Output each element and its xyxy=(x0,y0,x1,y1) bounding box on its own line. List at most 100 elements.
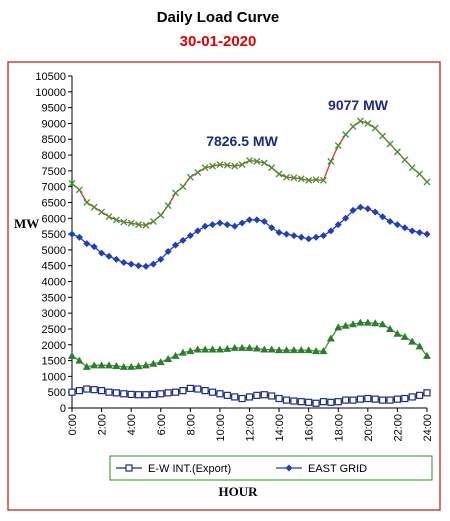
data-point xyxy=(105,213,113,221)
data-point xyxy=(356,395,365,403)
data-point xyxy=(127,219,135,227)
data-point xyxy=(186,173,194,181)
y-tick-label: 3000 xyxy=(42,308,66,320)
data-point xyxy=(98,208,106,216)
data-point xyxy=(179,236,187,244)
x-tick-label: 2:00 xyxy=(97,414,109,435)
data-point xyxy=(268,164,276,172)
data-point xyxy=(364,119,372,127)
data-point xyxy=(319,347,328,355)
data-point xyxy=(379,213,387,221)
data-point xyxy=(231,393,239,401)
data-point xyxy=(334,221,342,229)
data-point xyxy=(371,395,379,403)
y-axis-label: MW xyxy=(14,216,39,231)
chart-title: Daily Load Curve xyxy=(157,9,280,26)
x-tick-label: 6:00 xyxy=(156,414,168,435)
data-point xyxy=(68,180,76,187)
y-tick-label: 10500 xyxy=(35,71,66,83)
data-point xyxy=(157,390,165,398)
data-point xyxy=(246,157,253,164)
data-point xyxy=(349,320,358,328)
data-point xyxy=(290,232,298,240)
data-point xyxy=(386,217,394,225)
data-point xyxy=(238,161,246,168)
y-tick-label: 5500 xyxy=(42,229,66,241)
data-point xyxy=(275,229,283,237)
y-tick-label: 9000 xyxy=(42,118,66,130)
y-tick-label: 10000 xyxy=(35,87,66,99)
data-point xyxy=(157,255,165,263)
data-point xyxy=(201,222,209,230)
data-point xyxy=(378,320,387,328)
data-point xyxy=(83,385,91,393)
data-point xyxy=(319,232,327,240)
y-tick-label: 0 xyxy=(60,403,66,415)
y-tick-label: 500 xyxy=(48,387,66,399)
data-point xyxy=(135,262,143,270)
y-tick-label: 4500 xyxy=(42,261,66,273)
annotation: 9077 MW xyxy=(328,97,389,113)
x-tick-label: 8:00 xyxy=(185,414,197,435)
data-point xyxy=(282,230,290,238)
legend-label: EAST GRID xyxy=(308,463,367,475)
data-point xyxy=(342,214,350,222)
x-tick-label: 4:00 xyxy=(126,414,138,435)
data-point xyxy=(356,318,365,326)
data-point xyxy=(312,233,320,241)
y-tick-label: 9500 xyxy=(42,103,66,115)
data-point xyxy=(127,390,135,399)
y-tick-label: 6500 xyxy=(42,197,66,209)
data-point xyxy=(231,162,239,170)
data-point xyxy=(149,359,158,367)
data-point xyxy=(68,230,76,238)
data-point xyxy=(245,343,254,351)
y-tick-label: 7500 xyxy=(42,166,66,178)
data-point xyxy=(171,388,180,396)
data-point xyxy=(105,252,113,260)
data-point xyxy=(209,162,216,170)
data-point xyxy=(290,174,298,182)
data-point xyxy=(268,392,276,400)
data-point xyxy=(135,221,143,229)
data-point xyxy=(134,362,143,370)
data-point xyxy=(386,324,395,332)
x-tick-label: 14:00 xyxy=(274,414,286,442)
data-point xyxy=(267,345,276,353)
data-point xyxy=(282,396,291,404)
data-point xyxy=(149,390,157,399)
data-point xyxy=(260,345,269,353)
data-point xyxy=(363,318,372,326)
data-point xyxy=(142,391,150,399)
data-point xyxy=(356,117,364,125)
data-point xyxy=(423,389,431,397)
y-tick-label: 7000 xyxy=(42,182,66,194)
data-point xyxy=(371,319,380,327)
data-point xyxy=(289,346,298,354)
data-point xyxy=(105,388,113,396)
data-point xyxy=(415,342,424,350)
data-point xyxy=(371,124,379,132)
chart-frame xyxy=(7,61,441,511)
data-point xyxy=(90,203,98,211)
data-point xyxy=(68,351,76,359)
data-point xyxy=(75,387,83,395)
data-point xyxy=(364,394,372,403)
data-point xyxy=(327,227,335,235)
data-point xyxy=(393,221,401,229)
data-point xyxy=(349,396,357,404)
data-point xyxy=(120,218,128,226)
data-point xyxy=(319,176,327,184)
data-point xyxy=(327,157,335,165)
x-tick-label: 16:00 xyxy=(304,414,316,442)
data-point xyxy=(194,168,202,176)
data-point xyxy=(297,346,306,354)
data-point xyxy=(127,362,136,370)
data-point xyxy=(393,329,402,337)
data-point xyxy=(297,398,305,406)
data-point xyxy=(112,361,121,369)
data-point xyxy=(290,397,298,405)
data-point xyxy=(304,346,313,354)
data-point xyxy=(82,362,91,370)
data-point xyxy=(349,206,357,214)
